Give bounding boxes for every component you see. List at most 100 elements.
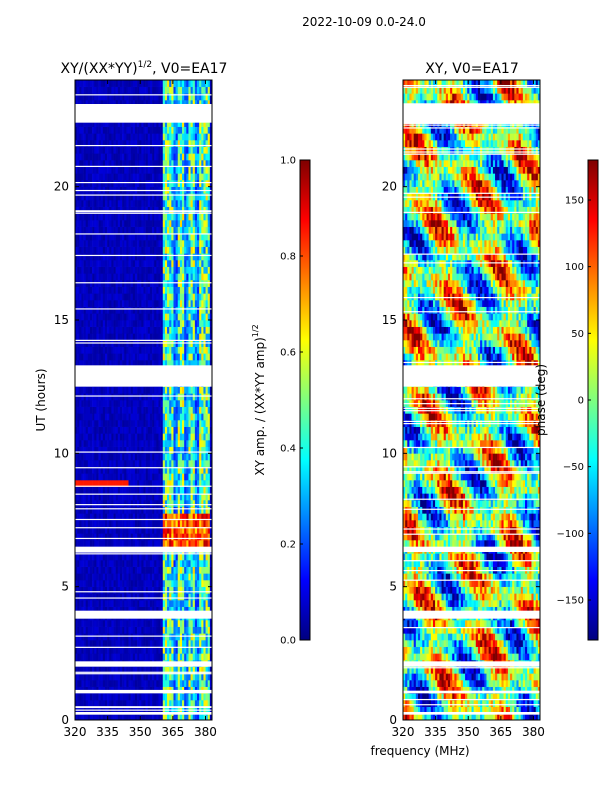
heatmap-cell [132, 213, 136, 221]
heatmap-cell [207, 280, 211, 287]
heatmap-cell [141, 280, 144, 287]
heatmap-cell [83, 426, 86, 434]
heatmap-cell [83, 260, 86, 267]
heatmap-cell [167, 300, 170, 307]
heatmap-cell [158, 353, 161, 361]
heatmap-cell [107, 633, 110, 641]
heatmap-cell [115, 466, 119, 474]
heatmap-cell [194, 313, 198, 321]
heatmap-cell [147, 493, 151, 501]
heatmap-cell [173, 673, 176, 681]
heatmap-cell [162, 400, 166, 407]
heatmap-cell [207, 240, 211, 247]
heatmap-cell [104, 333, 108, 341]
heatmap-cell [87, 273, 91, 281]
heatmap-cell [194, 533, 198, 541]
heatmap-cell [209, 493, 212, 501]
heatmap-cell [205, 473, 209, 481]
heatmap-cell [169, 326, 172, 334]
heatmap-cell [154, 466, 157, 474]
heatmap-cell [203, 700, 206, 707]
heatmap-cell [192, 446, 196, 454]
heatmap-cell [209, 313, 212, 321]
heatmap-cell [104, 353, 108, 361]
heatmap-cell [197, 573, 200, 581]
heatmap-cell [130, 560, 134, 567]
heatmap-cell [85, 606, 89, 614]
heatmap-cell [190, 393, 194, 401]
heatmap-cell [83, 480, 86, 487]
heatmap-cell [79, 393, 82, 401]
heatmap-cell [104, 426, 108, 434]
heatmap-cell [139, 460, 142, 467]
heatmap-cell [197, 213, 200, 221]
heatmap-cell [156, 666, 159, 674]
heatmap-cell [134, 600, 138, 607]
heatmap-cell [126, 446, 129, 454]
heatmap-cell [205, 293, 209, 301]
heatmap-cell [188, 486, 191, 494]
heatmap-cell [207, 433, 211, 441]
heatmap-cell [158, 486, 161, 494]
heatmap-cell [81, 393, 84, 401]
heatmap-cell [115, 406, 119, 414]
heatmap-cell [171, 353, 174, 361]
heatmap-cell [81, 200, 84, 207]
heatmap-cell [154, 273, 157, 281]
heatmap-cell [77, 493, 80, 501]
heatmap-cell [134, 540, 138, 547]
heatmap-cell [179, 460, 183, 467]
heatmap-cell [160, 266, 164, 274]
heatmap-cell [154, 580, 157, 587]
heatmap-cell [156, 280, 159, 287]
heatmap-cell [154, 526, 157, 534]
heatmap-cell [147, 486, 151, 494]
heatmap-cell [77, 400, 80, 407]
heatmap-cell [147, 220, 151, 227]
heatmap-cell [77, 453, 80, 461]
heatmap-cell [117, 713, 121, 720]
heatmap-cell [94, 626, 97, 634]
heatmap-cell [87, 433, 91, 441]
heatmap-cell [179, 360, 183, 367]
heatmap-cell [113, 526, 116, 534]
heatmap-cell [126, 540, 129, 547]
heatmap-cell [152, 453, 155, 461]
heatmap-cell [177, 520, 181, 527]
heatmap-cell [160, 240, 164, 247]
heatmap-cell [156, 313, 159, 321]
heatmap-cell [158, 666, 161, 674]
heatmap-cell [130, 486, 134, 494]
heatmap-cell [130, 666, 134, 674]
heatmap-cell [175, 473, 179, 481]
heatmap-cell [122, 446, 125, 454]
heatmap-cell [77, 413, 80, 421]
heatmap-cell [167, 260, 170, 267]
heatmap-cell [124, 220, 127, 227]
heatmap-cell [171, 453, 174, 461]
heatmap-cell [137, 493, 140, 501]
heatmap-cell [205, 640, 209, 647]
heatmap-cell [160, 273, 164, 281]
heatmap-cell [190, 360, 194, 367]
heatmap-cell [139, 200, 142, 207]
heatmap-cell [141, 393, 144, 401]
heatmap-cell [199, 413, 202, 421]
heatmap-cell [94, 680, 97, 687]
heatmap-cell [205, 593, 209, 601]
heatmap-cell [87, 493, 91, 501]
heatmap-cell [177, 426, 181, 434]
heatmap-cell [143, 400, 146, 407]
heatmap-cell [87, 573, 91, 581]
heatmap-cell [209, 213, 212, 221]
heatmap-cell [83, 653, 86, 661]
heatmap-cell [137, 673, 140, 681]
heatmap-cell [109, 513, 112, 521]
heatmap-cell [190, 326, 194, 334]
heatmap-cell [132, 540, 136, 547]
heatmap-cell [115, 666, 119, 674]
heatmap-cell [75, 226, 78, 234]
heatmap-cell [130, 300, 134, 307]
heatmap-cell [130, 646, 134, 654]
heatmap-cell [102, 513, 106, 521]
